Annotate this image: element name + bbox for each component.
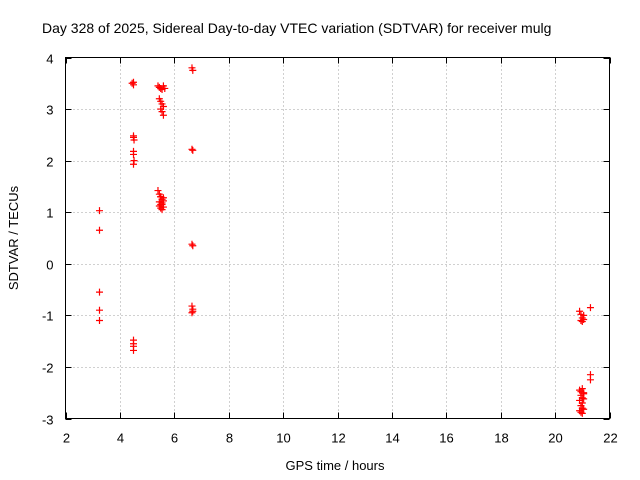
x-tick-label: 8: [226, 431, 233, 446]
plot-frame: [65, 57, 610, 419]
data-point: [128, 79, 136, 87]
data-point: [130, 160, 137, 168]
data-point: [189, 242, 197, 250]
y-tick-labels: -3 -2 -1 0 1 2 3 4: [42, 52, 54, 428]
y-tick-label: 2: [46, 155, 53, 170]
data-point: [580, 395, 588, 403]
y-tick-label: 4: [46, 52, 53, 67]
x-tick-label: 6: [171, 431, 178, 446]
x-tick-label: 4: [117, 431, 124, 446]
data-points: [96, 64, 594, 417]
data-point: [580, 315, 588, 323]
data-point: [130, 81, 137, 89]
data-point: [188, 240, 196, 248]
data-point: [96, 226, 103, 234]
x-tick-label: 18: [494, 431, 508, 446]
x-tick-label: 14: [385, 431, 399, 446]
data-point: [96, 207, 103, 215]
data-point: [154, 187, 162, 195]
x-tick-label: 20: [548, 431, 562, 446]
y-tick-label: -3: [42, 413, 54, 428]
data-point: [188, 309, 196, 317]
x-tick-label: 2: [63, 431, 70, 446]
data-point: [188, 302, 196, 310]
x-tick-labels: 2 4 6 8 10 12 14 16 18 20 22: [63, 431, 618, 446]
data-point: [161, 84, 169, 92]
data-point: [96, 288, 103, 296]
data-point: [159, 197, 167, 205]
chart-title: Day 328 of 2025, Sidereal Day-to-day VTE…: [42, 20, 551, 36]
data-point: [96, 317, 103, 325]
data-point: [130, 346, 137, 354]
y-tick-label: 0: [46, 258, 53, 273]
y-tick-label: -1: [42, 309, 54, 324]
y-tick-label: 1: [46, 206, 53, 221]
data-point: [130, 136, 138, 144]
data-point: [159, 111, 167, 119]
data-point: [157, 193, 165, 201]
x-tick-label: 10: [276, 431, 290, 446]
data-point: [580, 405, 588, 413]
x-tick-label: 12: [331, 431, 345, 446]
data-point: [189, 66, 197, 74]
data-point: [189, 307, 197, 315]
data-point: [586, 304, 594, 312]
data-point: [188, 145, 196, 153]
data-point: [158, 206, 166, 214]
x-tick-label: 16: [439, 431, 453, 446]
data-point: [96, 306, 103, 314]
y-axis-label: SDTVAR / TECUs: [6, 185, 21, 290]
data-point: [586, 376, 594, 384]
data-point: [158, 108, 166, 116]
x-axis-label: GPS time / hours: [286, 458, 385, 473]
x-tick-label: 22: [603, 431, 617, 446]
grid-lines: [65, 57, 610, 419]
data-point: [578, 385, 586, 393]
y-tick-label: 3: [46, 103, 53, 118]
data-point: [130, 150, 137, 158]
y-tick-label: -2: [42, 361, 54, 376]
data-point: [578, 409, 586, 417]
data-point: [576, 307, 584, 315]
data-point: [157, 204, 165, 212]
axis-ticks: [65, 57, 611, 420]
data-point: [189, 146, 197, 154]
